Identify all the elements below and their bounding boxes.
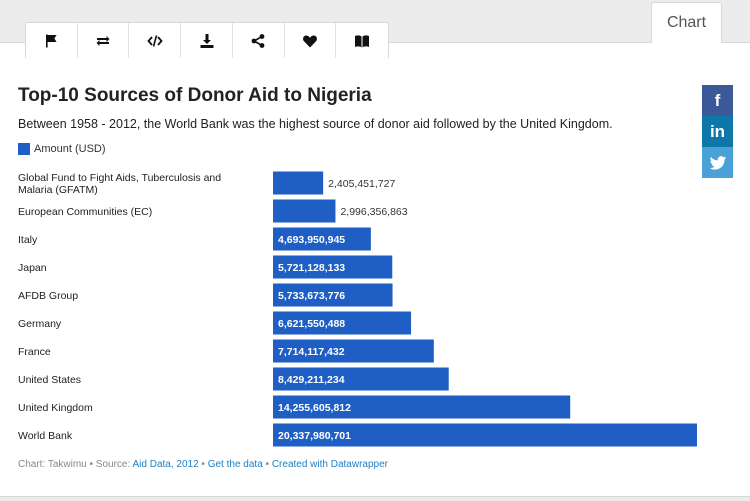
book-icon [355, 34, 370, 47]
category-label: Japan [18, 262, 47, 274]
value-label: 8,429,211,234 [278, 374, 345, 386]
facebook-icon: f [714, 90, 721, 110]
code-icon [147, 34, 163, 47]
exchange-icon [96, 35, 110, 46]
source-link[interactable]: Aid Data, 2012 [132, 459, 199, 470]
bar [273, 255, 393, 279]
category-label: Germany [18, 318, 62, 330]
category-label: United Kingdom [18, 402, 93, 414]
bar [273, 171, 324, 195]
chart-title: Top-10 Sources of Donor Aid to Nigeria [18, 85, 372, 106]
legend-swatch [18, 143, 30, 155]
tab-chart[interactable]: Chart [651, 2, 722, 43]
heart-icon [303, 35, 317, 47]
bar [273, 199, 336, 223]
bar [273, 339, 434, 363]
value-label: 6,621,550,488 [278, 318, 345, 330]
read-button[interactable] [336, 23, 388, 58]
category-label: Italy [18, 234, 38, 246]
twitter-share-button[interactable] [702, 147, 733, 178]
twitter-icon [709, 155, 726, 170]
flag-button[interactable] [26, 23, 78, 58]
category-label: United States [18, 374, 81, 386]
share-button[interactable] [233, 23, 285, 58]
chart-legend: Amount (USD) [18, 143, 106, 155]
bar [273, 311, 412, 335]
exchange-button[interactable] [78, 23, 130, 58]
chart-subtitle: Between 1958 - 2012, the World Bank was … [18, 117, 613, 131]
bar [273, 423, 697, 447]
embed-code-button[interactable] [129, 23, 182, 58]
share-icon [251, 33, 265, 48]
value-label: 4,693,950,945 [278, 234, 345, 246]
favorite-button[interactable] [285, 23, 337, 58]
legend-label: Amount (USD) [34, 143, 106, 155]
value-label: 7,714,117,432 [278, 346, 345, 358]
facebook-share-button[interactable]: f [702, 85, 733, 116]
value-label: 5,721,128,133 [278, 262, 345, 274]
category-label: Global Fund to Fight Aids, Tuberculosis … [18, 172, 221, 196]
social-share-bar: f in [702, 85, 733, 178]
chart-footer: Chart: Takwimu • Source: Aid Data, 2012 … [18, 459, 388, 470]
bar [273, 367, 449, 391]
category-label: France [18, 346, 51, 358]
footer-prefix: Chart: Takwimu • Source: [18, 459, 133, 470]
datawrapper-link[interactable]: Created with Datawrapper [271, 459, 388, 470]
value-label: 20,337,980,701 [278, 430, 351, 442]
category-label: World Bank [18, 430, 73, 442]
footer-sep-1: • [198, 459, 208, 470]
category-label: European Communities (EC) [18, 206, 152, 218]
bar [273, 283, 393, 307]
download-button[interactable] [181, 23, 233, 58]
bar [273, 395, 571, 419]
value-label: 14,255,605,812 [278, 402, 351, 414]
flag-icon [46, 34, 57, 47]
download-icon [200, 33, 214, 48]
bar [273, 227, 371, 251]
get-data-link[interactable]: Get the data [207, 459, 263, 470]
value-label: 5,733,673,776 [278, 290, 345, 302]
value-label: 2,405,451,727 [328, 178, 395, 190]
linkedin-icon: in [709, 121, 726, 141]
category-label: AFDB Group [18, 290, 78, 302]
tab-chart-label: Chart [666, 14, 707, 31]
footer-sep-2: • [262, 459, 272, 470]
value-label: 2,996,356,863 [340, 206, 407, 218]
chart-toolbar [25, 22, 389, 58]
linkedin-share-button[interactable]: in [702, 116, 733, 147]
